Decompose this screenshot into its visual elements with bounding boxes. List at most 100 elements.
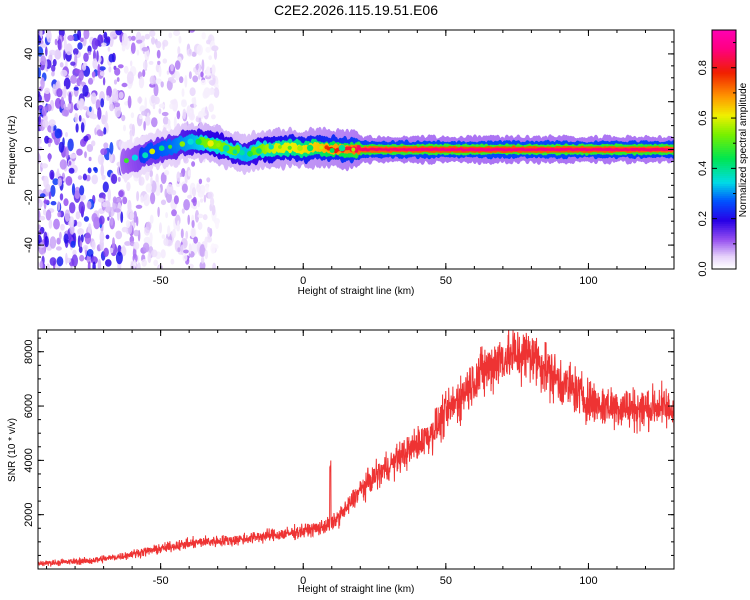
noise-blob [96, 50, 99, 62]
noise-blob [79, 37, 84, 42]
noise-blob [57, 211, 62, 218]
colorbar-band [712, 161, 736, 165]
noise-blob [79, 254, 85, 262]
colorbar-band [712, 185, 736, 188]
noise-blob [109, 31, 117, 38]
noise-blob [57, 201, 61, 211]
noise-blob [82, 84, 89, 97]
noise-blob [123, 124, 126, 132]
noise-blob [207, 88, 215, 96]
noise-blob [76, 148, 83, 156]
x-tick-label: 0 [300, 575, 306, 587]
ridge-peak [142, 152, 149, 159]
colorbar-band [712, 179, 736, 182]
colorbar-band [712, 85, 736, 89]
noise-blob [51, 64, 56, 72]
noise-blob [98, 215, 105, 225]
noise-blob [191, 97, 195, 104]
noise-blob [197, 200, 200, 208]
noise-blob [200, 198, 204, 203]
noise-blob [43, 199, 50, 204]
ridge-peak [207, 140, 214, 147]
noise-blob [151, 117, 158, 128]
colorbar-band [712, 139, 736, 143]
noise-blob [80, 233, 84, 243]
colorbar-band [712, 207, 736, 210]
noise-blob [191, 51, 197, 57]
noise-blob [133, 229, 140, 237]
colorbar-band [712, 125, 736, 129]
noise-blob [38, 243, 45, 249]
noise-blob [94, 167, 98, 174]
noise-blob [203, 194, 207, 203]
noise-blob [130, 42, 136, 54]
colorbar-band [712, 47, 736, 51]
noise-blob [72, 249, 77, 256]
noise-blob [87, 51, 92, 56]
noise-blob [208, 79, 216, 86]
colorbar-gradient [712, 30, 736, 270]
noise-blob [121, 44, 126, 52]
noise-blob [213, 87, 220, 98]
noise-blob [176, 171, 181, 182]
noise-blob [112, 196, 117, 204]
noise-blob [173, 116, 177, 129]
noise-blob [100, 148, 108, 156]
colorbar-band [712, 73, 736, 77]
noise-blob [141, 259, 147, 267]
colorbar-frame [711, 29, 737, 270]
noise-blob [86, 201, 92, 210]
snr-frame [37, 329, 675, 570]
noise-blob [113, 208, 121, 213]
colorbar-band [712, 95, 736, 99]
noise-blob [38, 94, 42, 103]
noise-blob [191, 187, 197, 197]
noise-blob [161, 234, 166, 239]
noise-blob [52, 59, 57, 67]
ridge-peak [131, 154, 138, 161]
colorbar-band [712, 43, 736, 47]
noise-blob [56, 168, 60, 178]
colorbar-band [712, 97, 736, 101]
x-tick-label: 100 [579, 575, 597, 587]
noise-blob [84, 151, 87, 159]
ridge-peak [287, 145, 292, 150]
snr-axes: -50 0 50 100 2000 4000 6000 8000 [23, 330, 675, 587]
noise-blob [38, 224, 41, 230]
noise-blob [163, 237, 169, 246]
noise-blob [136, 191, 140, 202]
noise-blob [42, 119, 49, 128]
colorbar-band [712, 115, 736, 119]
noise-blob [102, 201, 107, 208]
noise-blob [50, 184, 56, 197]
noise-blob [179, 76, 184, 84]
noise-blob [103, 127, 107, 135]
noise-blob [39, 260, 44, 269]
noise-blob [212, 262, 217, 269]
colorbar-band [712, 177, 736, 180]
colorbar-band [712, 157, 736, 161]
colorbar-band [712, 81, 736, 85]
colorbar-band [712, 245, 736, 248]
noise-blob [191, 228, 196, 239]
colorbar-band [712, 195, 736, 198]
colorbar-band [712, 251, 736, 254]
noise-blob [188, 71, 192, 79]
noise-blob [38, 146, 43, 152]
noise-blob [196, 44, 203, 56]
noise-blob [115, 230, 123, 240]
noise-blob [97, 63, 101, 76]
noise-blob [205, 46, 211, 53]
ridge-peak [179, 141, 186, 147]
colorbar-band [712, 243, 736, 246]
noise-blob [38, 242, 46, 255]
noise-blob [106, 85, 112, 99]
y-tick-label: 20 [23, 96, 35, 108]
colorbar-band [712, 105, 736, 109]
y-tick-label: 2000 [23, 502, 35, 526]
noise-blob [49, 257, 57, 266]
spectrogram-noise [38, 30, 220, 269]
colorbar-tick-label: 0.4 [697, 161, 709, 176]
noise-blob [150, 176, 153, 185]
colorbar-band [712, 199, 736, 202]
